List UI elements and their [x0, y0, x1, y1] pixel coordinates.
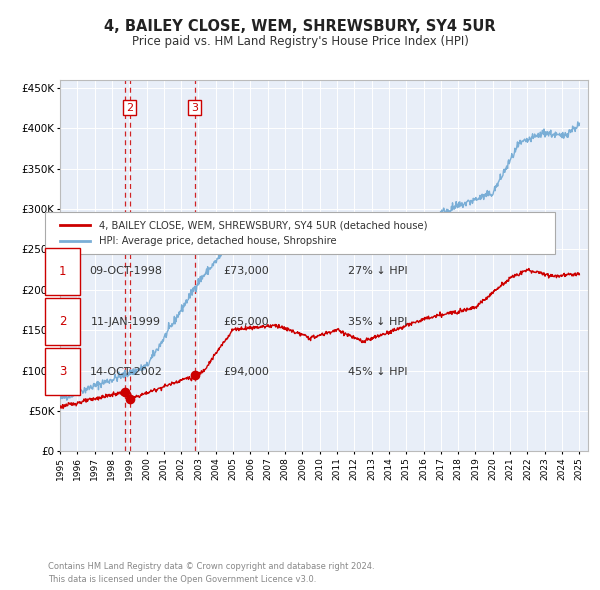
Text: 4, BAILEY CLOSE, WEM, SHREWSBURY, SY4 5UR (detached house): 4, BAILEY CLOSE, WEM, SHREWSBURY, SY4 5U… [99, 220, 427, 230]
Text: 27% ↓ HPI: 27% ↓ HPI [348, 267, 407, 276]
Text: 09-OCT-1998: 09-OCT-1998 [89, 267, 163, 276]
Text: Price paid vs. HM Land Registry's House Price Index (HPI): Price paid vs. HM Land Registry's House … [131, 35, 469, 48]
Text: HPI: Average price, detached house, Shropshire: HPI: Average price, detached house, Shro… [99, 236, 337, 246]
Text: £65,000: £65,000 [223, 317, 269, 326]
Text: 11-JAN-1999: 11-JAN-1999 [91, 317, 161, 326]
Text: 14-OCT-2002: 14-OCT-2002 [89, 367, 163, 376]
Text: 3: 3 [59, 365, 66, 378]
Text: 35% ↓ HPI: 35% ↓ HPI [348, 317, 407, 326]
Text: 1: 1 [59, 265, 66, 278]
Text: 2: 2 [126, 103, 133, 113]
Text: 45% ↓ HPI: 45% ↓ HPI [348, 367, 407, 376]
Text: £94,000: £94,000 [223, 367, 269, 376]
Text: £73,000: £73,000 [223, 267, 269, 276]
Text: 4, BAILEY CLOSE, WEM, SHREWSBURY, SY4 5UR: 4, BAILEY CLOSE, WEM, SHREWSBURY, SY4 5U… [104, 19, 496, 34]
Text: 3: 3 [191, 103, 198, 113]
Text: This data is licensed under the Open Government Licence v3.0.: This data is licensed under the Open Gov… [48, 575, 316, 584]
Text: Contains HM Land Registry data © Crown copyright and database right 2024.: Contains HM Land Registry data © Crown c… [48, 562, 374, 571]
Text: 2: 2 [59, 315, 66, 328]
